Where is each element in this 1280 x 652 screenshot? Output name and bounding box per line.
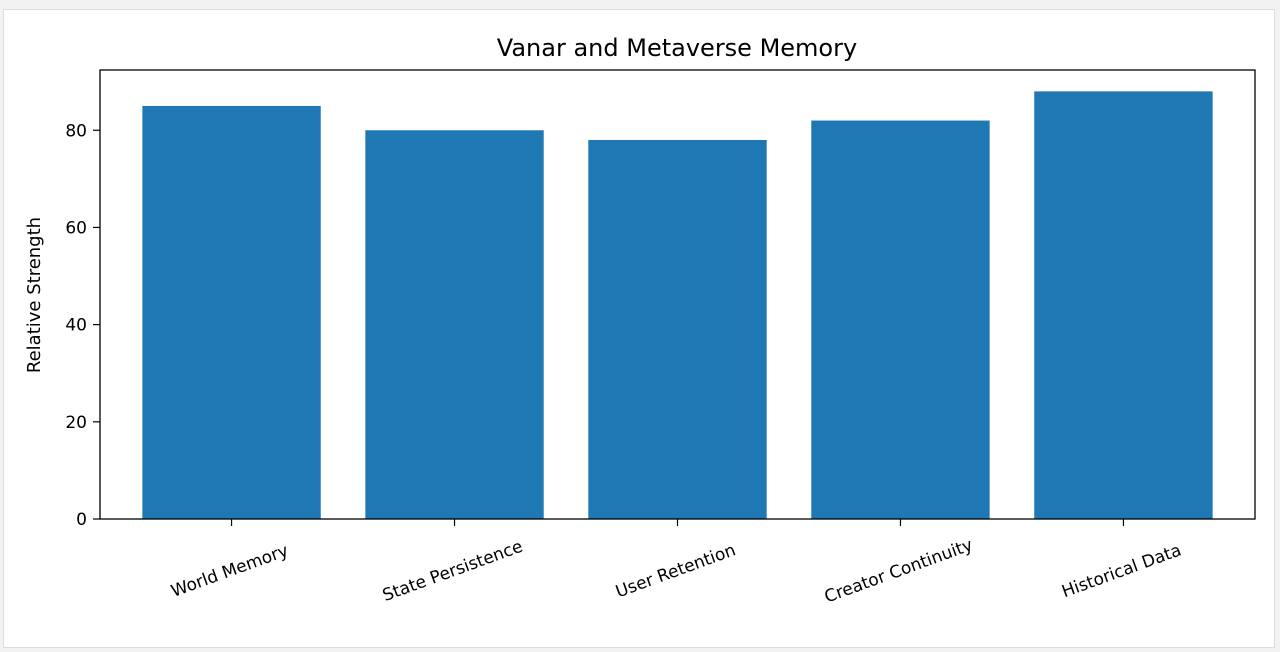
- chart-title: Vanar and Metaverse Memory: [497, 34, 857, 62]
- bar-historical-data: [1034, 91, 1213, 519]
- x-tick-label-world-memory: World Memory: [169, 541, 292, 602]
- bar-world-memory: [142, 105, 321, 520]
- x-tick-label-user-retention: User Retention: [613, 540, 738, 602]
- y-tick-label-20: 20: [65, 413, 87, 433]
- bars-group: [142, 91, 1213, 520]
- x-tick-label-state-persistence: State Persistence: [380, 537, 526, 606]
- x-tick-label-historical-data: Historical Data: [1059, 540, 1184, 602]
- bar-state-persistence: [365, 130, 544, 519]
- y-tick-label-0: 0: [76, 510, 87, 530]
- y-tick-label-60: 60: [65, 218, 87, 238]
- plot-area-border: [99, 69, 1256, 520]
- x-tick-label-creator-continuity: Creator Continuity: [822, 535, 976, 607]
- x-axis: World Memory State Persistence User Retent…: [169, 519, 1184, 607]
- bar-creator-continuity: [811, 120, 990, 519]
- y-tick-label-80: 80: [65, 121, 87, 141]
- y-tick-label-40: 40: [65, 316, 87, 336]
- y-axis: 0 20 40 60 80: [65, 121, 100, 530]
- y-axis-label: Relative Strength: [24, 217, 45, 373]
- bar-user-retention: [588, 139, 767, 519]
